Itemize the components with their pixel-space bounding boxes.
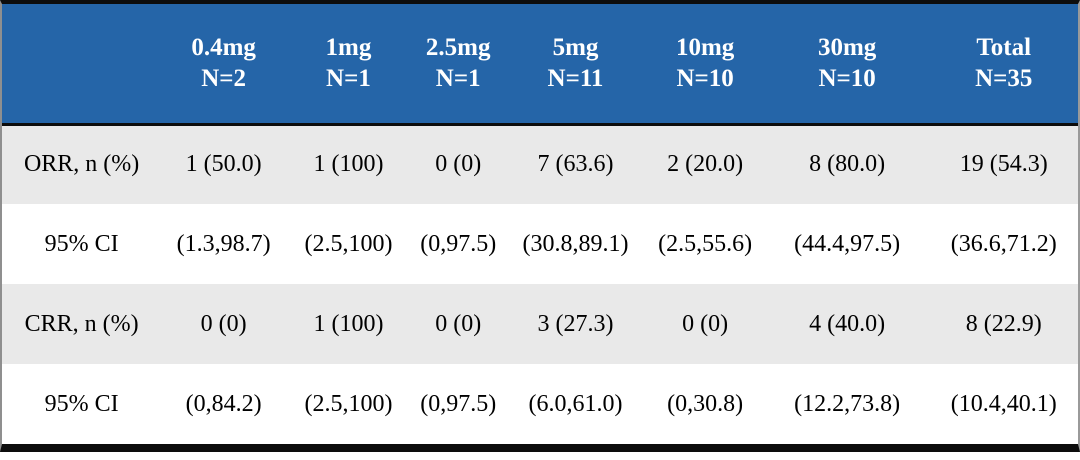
n-label: N=2 (201, 65, 247, 93)
header-row: 0.4mg N=2 1mg N=1 2.5mg N=1 5mg N=11 (2, 4, 1078, 126)
dose-label: 5mg (552, 34, 599, 61)
table-cell: 0 (0) (410, 284, 506, 364)
table-cell: 8 (80.0) (764, 124, 930, 204)
n-label: N=1 (326, 65, 371, 93)
table-cell: 3 (27.3) (505, 284, 646, 364)
table-cell: (1.3,98.7) (161, 204, 287, 284)
dose-label: 10mg (675, 34, 735, 61)
table-cell: (36.6,71.2) (929, 204, 1078, 284)
table-cell: (0,97.5) (410, 204, 506, 284)
header-cell-2-5mg: 2.5mg N=1 (410, 4, 506, 126)
dose-response-table: 0.4mg N=2 1mg N=1 2.5mg N=1 5mg N=11 (2, 4, 1078, 444)
table-cell: (30.8,89.1) (505, 204, 646, 284)
table-cell: (44.4,97.5) (764, 204, 930, 284)
row-label-orr-ci: 95% CI (2, 204, 162, 284)
n-label: N=10 (818, 65, 876, 93)
table-body: ORR, n (%) 1 (50.0) 1 (100) 0 (0) 7 (63.… (2, 124, 1078, 444)
table-row-crr-ci: 95% CI (0,84.2) (2.5,100) (0,97.5) (6.0,… (2, 364, 1078, 444)
table-cell: 19 (54.3) (929, 124, 1078, 204)
header-cell-empty (2, 4, 162, 126)
dose-label: 0.4mg (191, 34, 256, 61)
n-label: N=35 (975, 65, 1033, 93)
dose-label: 30mg (817, 34, 877, 61)
n-label: N=1 (435, 65, 481, 93)
table-cell: (0,30.8) (645, 364, 765, 444)
table-cell: (0,84.2) (161, 364, 287, 444)
dose-label: 2.5mg (425, 34, 491, 61)
table-row-orr: ORR, n (%) 1 (50.0) 1 (100) 0 (0) 7 (63.… (2, 124, 1078, 204)
table-cell: 1 (100) (286, 284, 411, 364)
n-label: N=11 (547, 65, 604, 93)
table-cell: (6.0,61.0) (505, 364, 646, 444)
table-cell: (10.4,40.1) (929, 364, 1078, 444)
dose-label: Total (976, 34, 1032, 61)
table-cell: 0 (0) (645, 284, 765, 364)
n-label: N=10 (676, 65, 734, 93)
header-cell-30mg: 30mg N=10 (764, 4, 930, 126)
row-label-crr-ci: 95% CI (2, 364, 162, 444)
table-cell: 1 (100) (286, 124, 411, 204)
table-cell: (2.5,100) (286, 204, 411, 284)
table-cell: 2 (20.0) (645, 124, 765, 204)
table-cell: 7 (63.6) (505, 124, 646, 204)
table-cell: (2.5,55.6) (645, 204, 765, 284)
table-row-orr-ci: 95% CI (1.3,98.7) (2.5,100) (0,97.5) (30… (2, 204, 1078, 284)
table-cell: 4 (40.0) (764, 284, 930, 364)
header-cell-10mg: 10mg N=10 (645, 4, 765, 126)
table-cell: 0 (0) (410, 124, 506, 204)
table-row-crr: CRR, n (%) 0 (0) 1 (100) 0 (0) 3 (27.3) … (2, 284, 1078, 364)
table-cell: 0 (0) (161, 284, 287, 364)
row-label-crr: CRR, n (%) (2, 284, 162, 364)
dose-label: 1mg (325, 34, 372, 61)
table-cell: 1 (50.0) (161, 124, 287, 204)
table-cell: (0,97.5) (410, 364, 506, 444)
table-cell: 8 (22.9) (929, 284, 1078, 364)
header-cell-5mg: 5mg N=11 (505, 4, 646, 126)
table-header: 0.4mg N=2 1mg N=1 2.5mg N=1 5mg N=11 (2, 4, 1078, 126)
row-label-orr: ORR, n (%) (2, 124, 162, 204)
header-cell-0-4mg: 0.4mg N=2 (161, 4, 287, 126)
header-cell-1mg: 1mg N=1 (286, 4, 411, 126)
header-cell-total: Total N=35 (929, 4, 1078, 126)
table-cell: (2.5,100) (286, 364, 411, 444)
table-cell: (12.2,73.8) (764, 364, 930, 444)
